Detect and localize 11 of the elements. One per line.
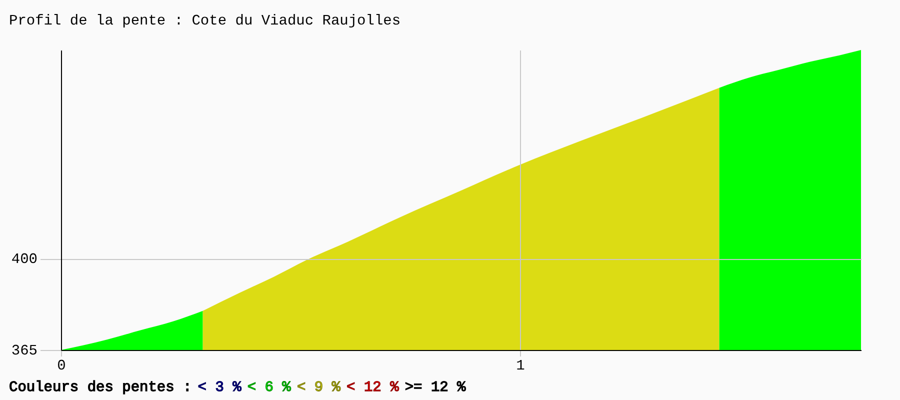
text: < 9 % [296,380,341,396]
y-tick-label: 400 [11,252,38,268]
chart-title: Profil de la pente : Cote du Viaduc Raujolles [9,14,401,30]
y-tick-label: 365 [11,344,38,360]
legend-label: < 3 % [198,380,242,396]
text: < 6 % [247,380,292,396]
legend-title: Couleurs des pentes : [9,380,192,396]
legend-label: >= 12 % [404,380,466,396]
x-tick-label: 0 [57,358,66,374]
x-tick-label: 1 [516,358,525,374]
legend-label: < 12 % [346,380,400,396]
